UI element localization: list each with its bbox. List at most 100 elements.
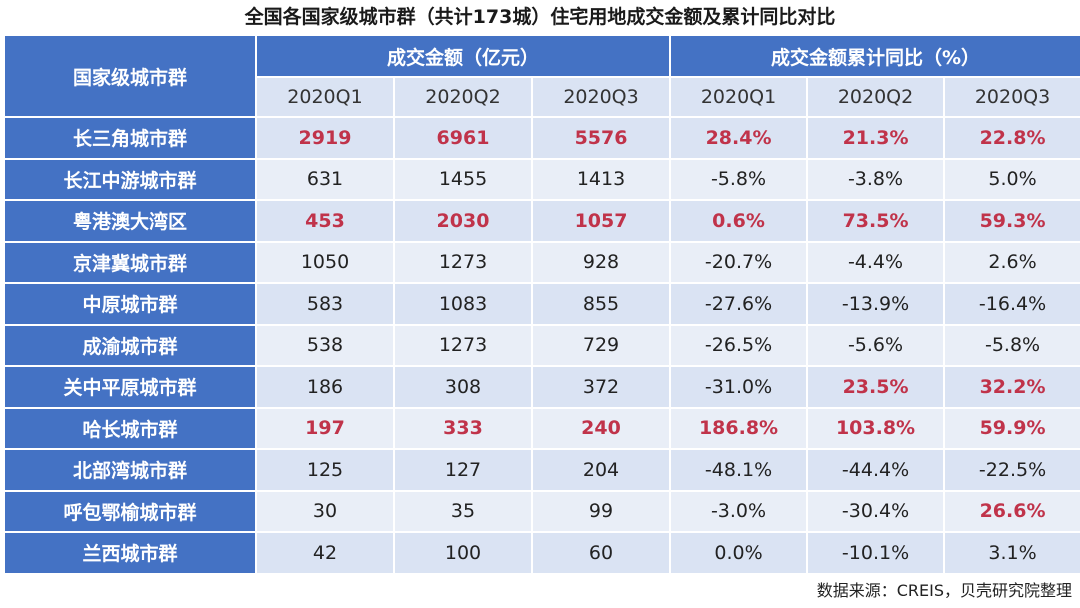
table-row: 关中平原城市群 186 308 372 -31.0% 23.5% 32.2% [3, 365, 1080, 409]
amount-cell: 99 [530, 489, 672, 533]
quarter-header: 2020Q2 [393, 76, 533, 118]
table-body: 长三角城市群 2919 6961 5576 28.4% 21.3% 22.8% 长江中游城市群… [3, 116, 1080, 575]
yoy-cell: 3.1% [943, 531, 1080, 575]
quarter-header: 2020Q3 [943, 76, 1080, 118]
table-row: 兰西城市群 42 100 60 0.0% -10.1% 3.1% [3, 531, 1080, 575]
amount-cell: 1057 [530, 199, 672, 243]
amount-cell: 2919 [255, 116, 395, 160]
quarter-header: 2020Q1 [255, 76, 395, 118]
table-row: 京津冀城市群 1050 1273 928 -20.7% -4.4% 2.6% [3, 240, 1080, 284]
amount-cell: 5576 [530, 116, 672, 160]
yoy-cell: -10.1% [806, 531, 946, 575]
table-row: 长江中游城市群 631 1455 1413 -5.8% -3.8% 5.0% [3, 157, 1080, 201]
yoy-cell: 23.5% [806, 365, 946, 409]
row-name: 兰西城市群 [3, 531, 257, 575]
amount-cell: 125 [255, 448, 395, 492]
quarter-header: 2020Q3 [530, 76, 672, 118]
row-name: 长江中游城市群 [3, 157, 257, 201]
yoy-group-header: 成交金额累计同比（%） [669, 34, 1080, 78]
table-row: 长三角城市群 2919 6961 5576 28.4% 21.3% 22.8% [3, 116, 1080, 160]
row-name: 成渝城市群 [3, 323, 257, 367]
row-name: 关中平原城市群 [3, 365, 257, 409]
yoy-cell: -5.6% [806, 323, 946, 367]
amount-cell: 197 [255, 406, 395, 450]
amount-cell: 1273 [393, 240, 533, 284]
yoy-cell: 21.3% [806, 116, 946, 160]
quarter-header: 2020Q1 [669, 76, 809, 118]
page-title: 全国各国家级城市群（共计173城）住宅用地成交金额及累计同比对比 [244, 6, 836, 28]
amount-cell: 538 [255, 323, 395, 367]
amount-cell: 729 [530, 323, 672, 367]
amount-cell: 631 [255, 157, 395, 201]
yoy-cell: 0.6% [669, 199, 809, 243]
amount-cell: 453 [255, 199, 395, 243]
amount-cell: 100 [393, 531, 533, 575]
table-row: 呼包鄂榆城市群 30 35 99 -3.0% -30.4% 26.6% [3, 489, 1080, 533]
yoy-cell: -31.0% [669, 365, 809, 409]
amount-cell: 1455 [393, 157, 533, 201]
amount-cell: 2030 [393, 199, 533, 243]
yoy-cell: 28.4% [669, 116, 809, 160]
yoy-cell: 0.0% [669, 531, 809, 575]
amount-cell: 204 [530, 448, 672, 492]
yoy-cell: 5.0% [943, 157, 1080, 201]
yoy-cell: -5.8% [669, 157, 809, 201]
amount-cell: 928 [530, 240, 672, 284]
yoy-cell: -16.4% [943, 282, 1080, 326]
row-name: 北部湾城市群 [3, 448, 257, 492]
amount-cell: 186 [255, 365, 395, 409]
row-name: 中原城市群 [3, 282, 257, 326]
yoy-cell: -22.5% [943, 448, 1080, 492]
data-table: 国家级城市群 成交金额（亿元） 成交金额累计同比（%） 2020Q1 2020Q… [3, 34, 1080, 575]
amount-cell: 127 [393, 448, 533, 492]
yoy-cell: 73.5% [806, 199, 946, 243]
yoy-cell: -3.8% [806, 157, 946, 201]
source-note: 数据来源：CREIS，贝壳研究院整理 [816, 581, 1072, 600]
amount-cell: 35 [393, 489, 533, 533]
yoy-cell: 26.6% [943, 489, 1080, 533]
amount-cell: 1083 [393, 282, 533, 326]
table-row: 成渝城市群 538 1273 729 -26.5% -5.6% -5.8% [3, 323, 1080, 367]
row-name: 长三角城市群 [3, 116, 257, 160]
yoy-cell: -26.5% [669, 323, 809, 367]
yoy-cell: -44.4% [806, 448, 946, 492]
yoy-cell: -4.4% [806, 240, 946, 284]
amount-cell: 60 [530, 531, 672, 575]
row-name: 粤港澳大湾区 [3, 199, 257, 243]
amount-cell: 308 [393, 365, 533, 409]
yoy-cell: -3.0% [669, 489, 809, 533]
row-label-header: 国家级城市群 [3, 34, 257, 118]
yoy-cell: 22.8% [943, 116, 1080, 160]
row-name: 呼包鄂榆城市群 [3, 489, 257, 533]
yoy-cell: 32.2% [943, 365, 1080, 409]
row-name: 京津冀城市群 [3, 240, 257, 284]
table-row: 粤港澳大湾区 453 2030 1057 0.6% 73.5% 59.3% [3, 199, 1080, 243]
amount-cell: 372 [530, 365, 672, 409]
row-name: 哈长城市群 [3, 406, 257, 450]
yoy-cell: -20.7% [669, 240, 809, 284]
yoy-cell: -13.9% [806, 282, 946, 326]
amount-cell: 583 [255, 282, 395, 326]
amount-cell: 333 [393, 406, 533, 450]
yoy-cell: 2.6% [943, 240, 1080, 284]
amount-cell: 1050 [255, 240, 395, 284]
table-row: 北部湾城市群 125 127 204 -48.1% -44.4% -22.5% [3, 448, 1080, 492]
yoy-cell: -5.8% [943, 323, 1080, 367]
amount-cell: 42 [255, 531, 395, 575]
yoy-cell: -27.6% [669, 282, 809, 326]
amount-group-header: 成交金额（亿元） [254, 34, 672, 78]
yoy-cell: -48.1% [669, 448, 809, 492]
table-row: 哈长城市群 197 333 240 186.8% 103.8% 59.9% [3, 406, 1080, 450]
amount-cell: 240 [530, 406, 672, 450]
yoy-cell: 103.8% [806, 406, 946, 450]
quarter-header: 2020Q2 [806, 76, 946, 118]
yoy-cell: 59.3% [943, 199, 1080, 243]
amount-cell: 30 [255, 489, 395, 533]
amount-cell: 1273 [393, 323, 533, 367]
yoy-cell: 186.8% [669, 406, 809, 450]
yoy-cell: 59.9% [943, 406, 1080, 450]
amount-cell: 1413 [530, 157, 672, 201]
amount-cell: 6961 [393, 116, 533, 160]
yoy-cell: -30.4% [806, 489, 946, 533]
amount-cell: 855 [530, 282, 672, 326]
